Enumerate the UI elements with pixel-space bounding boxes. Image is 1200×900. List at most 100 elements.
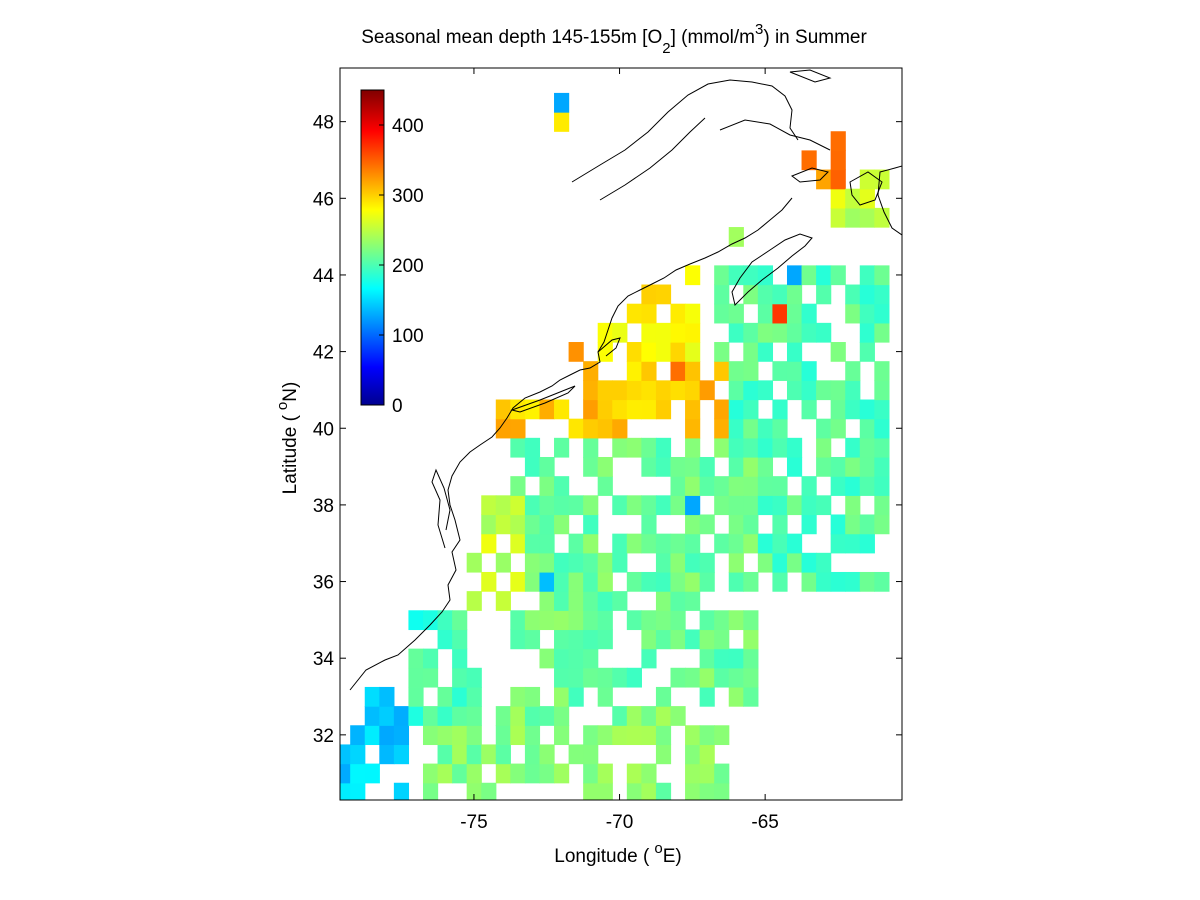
data-cell bbox=[699, 552, 715, 573]
data-cell bbox=[612, 552, 628, 573]
data-cell bbox=[641, 648, 657, 669]
data-cell bbox=[816, 552, 832, 573]
data-cell bbox=[495, 706, 511, 726]
data-cell bbox=[655, 322, 672, 343]
data-cell bbox=[481, 782, 497, 800]
data-cell bbox=[626, 725, 642, 746]
data-cell bbox=[641, 322, 657, 343]
coastline-gaspe bbox=[719, 119, 831, 151]
data-cell bbox=[699, 380, 715, 401]
data-cell bbox=[743, 667, 759, 688]
data-cell bbox=[379, 725, 395, 746]
data-cell bbox=[670, 533, 686, 554]
data-cell bbox=[524, 495, 541, 516]
data-cell bbox=[728, 476, 744, 496]
data-cell bbox=[524, 610, 541, 631]
data-cell bbox=[597, 686, 613, 707]
x-axis-label: Longitude (oE) bbox=[554, 840, 681, 867]
data-cell bbox=[874, 169, 890, 190]
data-cell bbox=[859, 476, 875, 496]
data-cell bbox=[641, 533, 657, 554]
coastline-long-island bbox=[510, 385, 576, 413]
data-cell bbox=[801, 514, 817, 535]
data-cell bbox=[495, 495, 511, 516]
data-cell bbox=[510, 418, 526, 439]
data-cell bbox=[466, 763, 482, 784]
data-cell bbox=[874, 207, 890, 228]
data-cell bbox=[772, 361, 788, 381]
data-cell bbox=[772, 495, 788, 516]
data-cell bbox=[583, 725, 599, 746]
data-cell bbox=[874, 476, 890, 496]
data-cell bbox=[670, 495, 686, 516]
data-cell bbox=[612, 533, 628, 554]
data-cell bbox=[816, 322, 832, 343]
data-cell bbox=[757, 284, 774, 305]
data-cell bbox=[350, 763, 366, 784]
data-cell bbox=[481, 495, 497, 516]
data-cell bbox=[597, 476, 613, 496]
data-cell bbox=[859, 303, 875, 324]
y-axis-label: Latitude (oN) bbox=[274, 382, 301, 495]
data-cell bbox=[801, 303, 817, 324]
data-cell bbox=[524, 686, 541, 707]
data-cell bbox=[583, 571, 599, 592]
data-cell bbox=[452, 686, 468, 707]
data-cell bbox=[743, 284, 759, 305]
data-cell bbox=[437, 725, 453, 746]
colorbar-tick-label: 300 bbox=[392, 186, 424, 207]
data-cell bbox=[583, 361, 599, 381]
y-tick-label: 44 bbox=[313, 266, 335, 287]
data-cell bbox=[597, 667, 613, 688]
data-cell bbox=[743, 342, 759, 362]
data-cell bbox=[714, 725, 730, 746]
data-cell bbox=[655, 380, 672, 401]
data-cell bbox=[524, 629, 541, 650]
data-cell bbox=[699, 648, 715, 669]
data-cell bbox=[641, 342, 657, 362]
data-cell bbox=[728, 571, 744, 592]
data-cell bbox=[685, 342, 701, 362]
data-cell bbox=[422, 763, 439, 784]
data-cell bbox=[859, 456, 875, 477]
data-cell bbox=[757, 437, 774, 458]
data-cell bbox=[874, 437, 890, 458]
data-cell bbox=[699, 686, 715, 707]
data-cell bbox=[466, 744, 482, 765]
y-tick-label: 48 bbox=[313, 113, 334, 134]
data-cell bbox=[772, 476, 788, 496]
data-cell bbox=[422, 648, 439, 669]
data-cell bbox=[554, 112, 570, 132]
colorbar: 0 100 200 300 400 bbox=[360, 89, 424, 417]
data-cell bbox=[699, 514, 715, 535]
data-cell bbox=[340, 744, 351, 765]
data-cell bbox=[466, 552, 482, 573]
data-cell bbox=[757, 342, 774, 362]
data-cell bbox=[524, 706, 541, 726]
data-cell bbox=[554, 648, 570, 669]
data-cell bbox=[757, 552, 774, 573]
data-cell bbox=[801, 361, 817, 381]
data-cell bbox=[612, 591, 628, 611]
colorbar-tick-label: 0 bbox=[392, 396, 403, 417]
data-cell bbox=[699, 744, 715, 765]
data-cell bbox=[772, 552, 788, 573]
data-cell bbox=[743, 686, 759, 707]
data-cell bbox=[859, 322, 875, 343]
data-cell bbox=[597, 610, 613, 631]
data-cell bbox=[801, 380, 817, 401]
data-cell bbox=[452, 648, 468, 669]
data-cell bbox=[845, 303, 861, 324]
data-cell bbox=[641, 284, 657, 305]
data-cell bbox=[539, 476, 555, 496]
data-cell bbox=[524, 514, 541, 535]
data-cell bbox=[626, 361, 642, 381]
data-cell bbox=[379, 744, 395, 765]
data-cell bbox=[670, 380, 686, 401]
data-cell bbox=[641, 725, 657, 746]
data-cell bbox=[626, 437, 642, 458]
data-cell bbox=[714, 361, 730, 381]
data-cell bbox=[408, 648, 424, 669]
data-cell bbox=[685, 591, 701, 611]
y-label-suffix: N) bbox=[280, 382, 301, 402]
